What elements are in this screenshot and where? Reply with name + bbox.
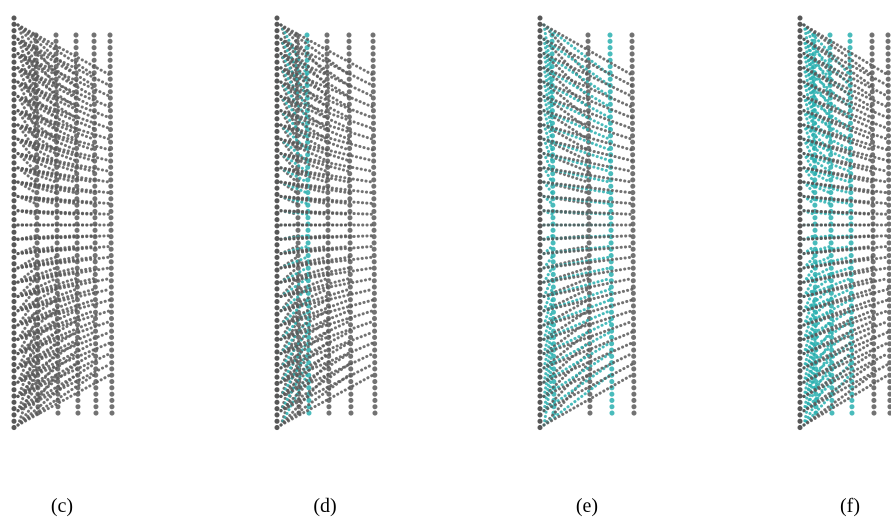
atom-chain [632, 35, 634, 415]
panel-label: (d) [313, 495, 336, 517]
panel-label: (c) [51, 495, 73, 517]
atom-chain [281, 311, 373, 340]
atom-chain [544, 311, 632, 340]
figure: (c) (d) (e) (f) [0, 0, 891, 518]
atom-chain [110, 35, 112, 415]
atom-chain [373, 35, 375, 415]
panel-label: (e) [576, 495, 598, 517]
panel-label: (f) [840, 495, 860, 517]
structures [14, 18, 890, 432]
page: (c) (d) (e) (f) (() => { const data = JS… [0, 0, 891, 518]
atom-chain [888, 35, 890, 415]
